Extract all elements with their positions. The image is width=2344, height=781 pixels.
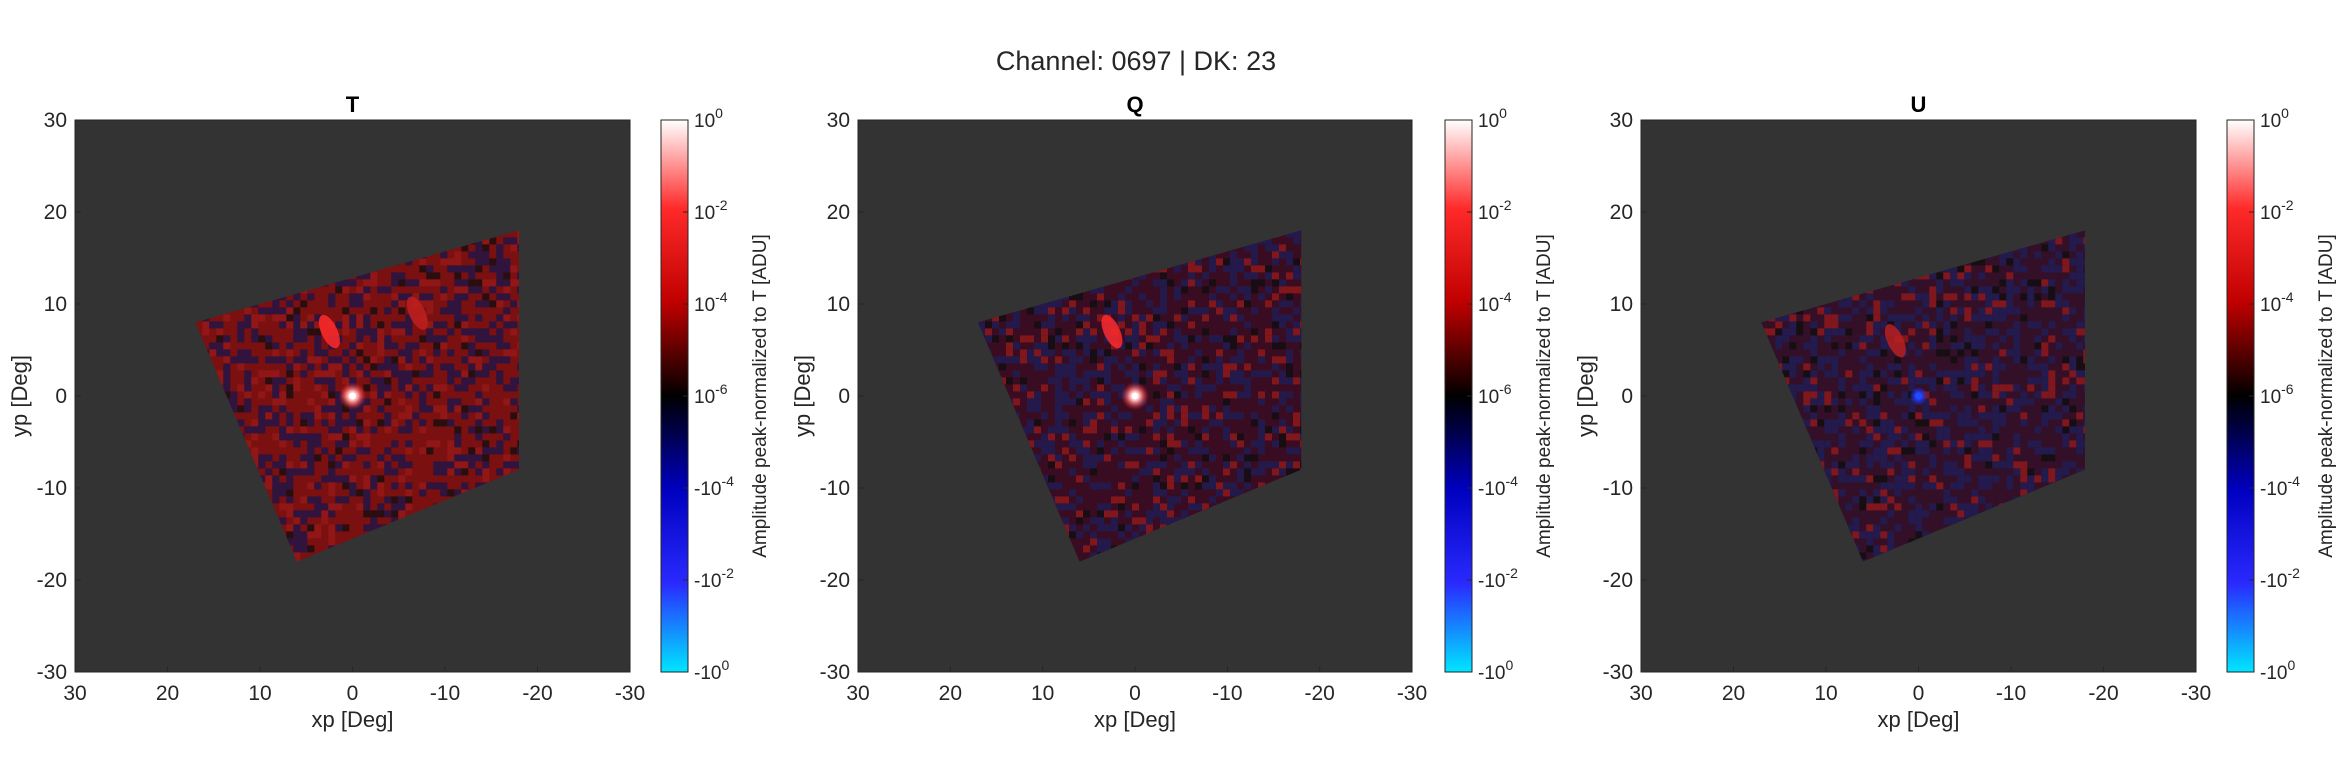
- colorbar-tick-label: 10-2: [1478, 197, 1512, 224]
- y-tick-label: 0: [55, 385, 67, 408]
- x-tick-label: -10: [1996, 682, 2026, 705]
- y-tick-label: 10: [44, 293, 67, 316]
- y-tick-label: -30: [820, 661, 850, 684]
- y-tick-label: 30: [44, 109, 67, 132]
- colorbar-tick-label: 10-4: [694, 289, 728, 316]
- y-tick-label: 10: [827, 293, 850, 316]
- x-tick-label: 20: [1722, 682, 1745, 705]
- y-tick-label: 10: [1610, 293, 1633, 316]
- colorbar-tick-label: -10-2: [1478, 565, 1518, 592]
- colorbar-tick-label: 10-6: [1478, 381, 1512, 408]
- feature-blob: [318, 314, 340, 349]
- x-tick-label: 0: [347, 682, 359, 705]
- y-tick-label: 0: [838, 385, 850, 408]
- colorbar-label: Amplitude peak-normalized to T [ADU]: [2316, 234, 2337, 558]
- colorbar-tick-label: 100: [2260, 105, 2289, 132]
- x-tick-label: 20: [156, 682, 179, 705]
- y-tick-label: -30: [37, 661, 67, 684]
- y-tick-label: -20: [1603, 569, 1633, 592]
- y-tick-label: -20: [37, 569, 67, 592]
- x-tick-label: -20: [522, 682, 552, 705]
- colorbar-tick-label: 10-6: [2260, 381, 2294, 408]
- x-tick-label: -30: [1397, 682, 1427, 705]
- beam-peak-core: [1915, 392, 1922, 400]
- y-tick-label: 30: [1610, 109, 1633, 132]
- subplot-title: Q: [1126, 92, 1143, 117]
- x-tick-label: 10: [1031, 682, 1054, 705]
- y-tick-label: 0: [1621, 385, 1633, 408]
- subplot-title: T: [346, 92, 360, 117]
- feature-blob: [1884, 324, 1906, 358]
- feature-blob: [1101, 314, 1123, 349]
- y-tick-label: -10: [37, 477, 67, 500]
- beam-peak-core: [349, 392, 356, 400]
- y-axis-label: yp [Deg]: [790, 355, 815, 437]
- colorbar-tick-label: -10-4: [2260, 473, 2300, 500]
- x-tick-label: -30: [2181, 682, 2211, 705]
- colorbar: 100 10-2 10-4 10-6 -10-4 -10-2 -100 Amplitude p…: [2226, 105, 2337, 684]
- x-tick-label: -10: [430, 682, 460, 705]
- colorbar-tick-label: 10-4: [1478, 289, 1512, 316]
- y-tick-label: -20: [820, 569, 850, 592]
- y-tick-label: 20: [1610, 201, 1633, 224]
- x-tick-label: 10: [248, 682, 271, 705]
- y-tick-label: -10: [820, 477, 850, 500]
- subplot-title: U: [1911, 92, 1927, 117]
- x-axis-label: xp [Deg]: [1094, 707, 1176, 732]
- colorbar-tick-label: 10-6: [694, 381, 728, 408]
- y-tick-label: 20: [44, 201, 67, 224]
- y-axis-label: yp [Deg]: [1573, 355, 1598, 437]
- feature-blob: [406, 296, 428, 330]
- x-axis-label: xp [Deg]: [312, 707, 394, 732]
- colorbar-label: Amplitude peak-normalized to T [ADU]: [750, 234, 771, 558]
- colorbar-tick-label: 10-2: [694, 197, 728, 224]
- colorbar-tick-label: -10-2: [2260, 565, 2300, 592]
- x-tick-label: -20: [2088, 682, 2118, 705]
- colorbar-tick-label: 10-2: [2260, 197, 2294, 224]
- colorbar-tick-label: -100: [694, 657, 729, 684]
- colorbar-tick-label: -10-4: [1478, 473, 1518, 500]
- colorbar-label: Amplitude peak-normalized to T [ADU]: [1534, 234, 1555, 558]
- x-tick-label: -10: [1212, 682, 1242, 705]
- colorbar-tick-label: -10-2: [694, 565, 734, 592]
- beam-peak-core: [1131, 392, 1139, 400]
- colorbar-tick-label: 100: [1478, 105, 1507, 132]
- x-axis-label: xp [Deg]: [1878, 707, 1960, 732]
- x-tick-label: 30: [846, 682, 869, 705]
- colorbar-tick-label: -100: [1478, 657, 1513, 684]
- x-tick-label: 0: [1129, 682, 1141, 705]
- y-tick-label: -30: [1603, 661, 1633, 684]
- y-tick-label: 20: [827, 201, 850, 224]
- x-tick-label: -20: [1304, 682, 1334, 705]
- x-tick-label: 30: [63, 682, 86, 705]
- figure-suptitle: Channel: 0697 | DK: 23: [996, 46, 1276, 76]
- y-tick-label: -10: [1603, 477, 1633, 500]
- x-tick-label: 20: [939, 682, 962, 705]
- x-tick-label: 0: [1913, 682, 1925, 705]
- colorbar-tick-label: -10-4: [694, 473, 734, 500]
- colorbar-tick-label: -100: [2260, 657, 2295, 684]
- colorbar-tick-label: 100: [694, 105, 723, 132]
- y-axis-label: yp [Deg]: [7, 355, 32, 437]
- colorbar: 100 10-2 10-4 10-6 -10-4 -10-2 -100 Amplitude p…: [1444, 105, 1555, 684]
- colorbar: 100 10-2 10-4 10-6 -10-4 -10-2 -100 Amplitude p…: [660, 105, 771, 684]
- x-tick-label: 10: [1814, 682, 1837, 705]
- x-tick-label: 30: [1629, 682, 1652, 705]
- colorbar-tick-label: 10-4: [2260, 289, 2294, 316]
- y-tick-label: 30: [827, 109, 850, 132]
- x-tick-label: -30: [615, 682, 645, 705]
